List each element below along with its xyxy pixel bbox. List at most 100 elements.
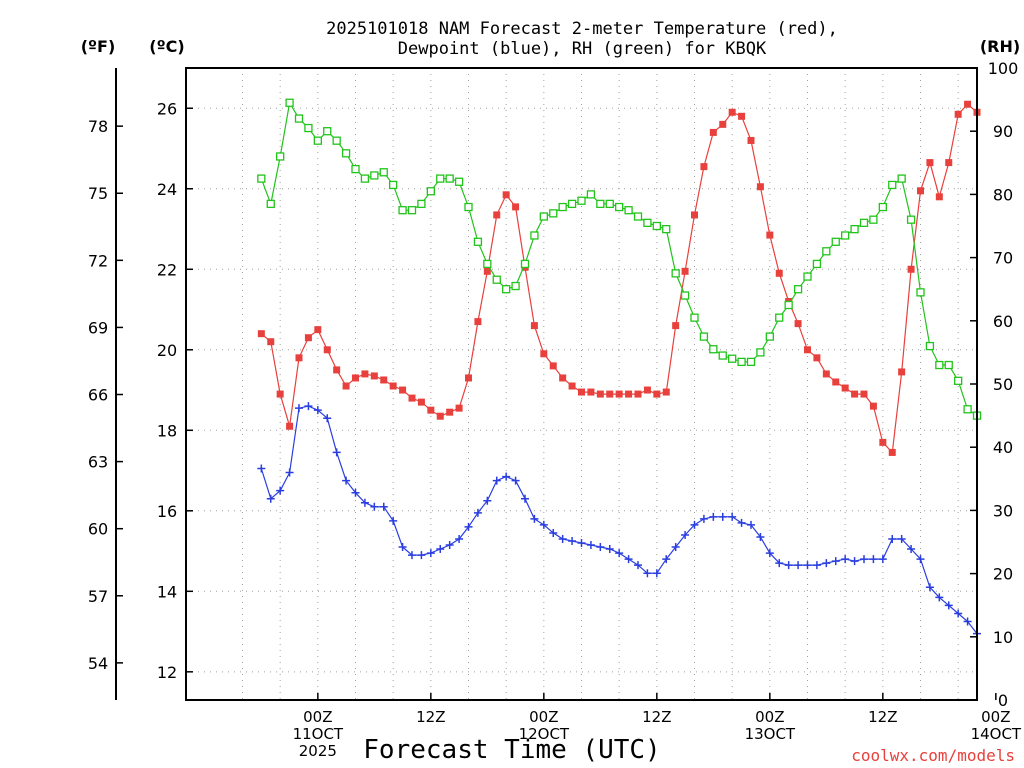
rh-point [473,237,483,246]
rh-point [652,221,661,231]
dewpoint-point [577,539,586,548]
rh-point [822,247,831,256]
celsius-tick-label: 18 [157,421,177,440]
rh-point [671,269,680,278]
dewpoint-point [765,549,774,558]
dewpoint-point [624,555,633,564]
temperature-point [606,390,614,398]
rh-point [831,237,840,246]
temperature-point [926,159,934,167]
temperature-point [540,350,548,358]
rh-point [605,199,614,209]
x-tick-label: 12Z [868,708,897,726]
rh-point [313,136,322,145]
temperature-point [691,211,698,219]
dewpoint-point [822,559,831,568]
dewpoint-point [408,551,416,560]
x-tick-label: 12Z [416,708,445,726]
fahrenheit-tick-label: 57 [88,587,108,606]
dewpoint-point [954,609,963,618]
dewpoint-point [605,545,614,554]
dewpoint-point [728,512,737,521]
temperature-point [267,338,275,346]
rh-point [615,202,624,212]
fahrenheit-tick-label: 66 [88,386,108,405]
temperature-point [709,128,717,136]
celsius-tick-label: 12 [157,663,177,682]
celsius-tick-label: 24 [157,180,177,199]
fahrenheit-tick-label: 63 [88,453,108,472]
temperature-point [427,406,435,414]
rh-point [332,136,341,145]
plot-frame [185,67,978,701]
dewpoint-point [351,488,360,497]
temperature-point [728,108,736,116]
fahrenheit-tick-label: 72 [88,251,108,270]
rh-point [530,231,539,240]
rh-point [784,300,793,310]
rh-point [737,357,746,367]
rh-point [520,259,530,269]
dewpoint-point [916,555,925,564]
temperature-point [314,326,322,334]
fahrenheit-tick-label: 69 [88,318,108,337]
dewpoint-point [568,536,577,545]
axis-labels: 12 14 16 18 20 22 24 26 54 57 60 63 66 69 72 75 78 0 10 20 3… [88,59,1022,760]
rh-point [709,345,718,354]
temperature-point [370,372,378,380]
rh-point [323,127,332,136]
rh-tick-label: 20 [993,565,1013,584]
temperature-point [257,330,265,338]
fahrenheit-unit-label: (ºF) [81,37,116,56]
temperature-point [295,354,303,362]
dewpoint-point [699,514,708,523]
dewpoint-point [747,520,755,529]
rh-point [341,149,351,158]
temperature-point [625,390,633,398]
rh-tick-label: 100 [988,59,1019,78]
dewpoint-point [690,520,699,529]
rh-tick-label: 10 [993,628,1013,647]
dewpoint-point [492,476,501,485]
dewpoint-point [784,561,793,570]
temperature-point [399,386,407,394]
temperature-point [700,163,708,171]
rh-tick-label: 60 [993,312,1013,331]
temperature-point [841,384,849,392]
rh-point [285,98,294,107]
dewpoint-point [398,543,407,552]
rh-point [436,174,445,183]
rh-point [633,212,643,221]
x-tick-label: 13OCT [745,725,796,743]
temperature-point [446,408,454,416]
temperature-point [766,231,774,239]
rh-point [379,168,388,177]
rh-point [718,351,727,360]
temperature-point [672,322,680,330]
rh-point [643,218,652,227]
dewpoint-point [342,476,351,485]
temperature-point [804,346,811,354]
grid-lines [186,68,977,700]
rh-point [680,291,690,300]
dewpoint-point [963,617,972,626]
rh-point [803,272,812,281]
temperature-point [747,136,755,144]
rh-tick-label: 30 [993,501,1013,520]
temperature-point [888,448,896,456]
rh-point [577,196,586,205]
rh-tick-label: 0 [998,691,1008,710]
dewpoint-point [831,557,840,566]
temperature-point [530,322,538,330]
rh-point [276,152,285,161]
temperature-point [634,390,642,398]
rh-point [445,174,454,183]
rh-point [906,215,916,224]
temperature-point [389,382,397,390]
rh-point [567,199,577,209]
dewpoint-point [756,532,765,541]
temperature-point [559,374,567,382]
dewpoint-point [662,555,671,564]
celsius-tick-label: 16 [157,502,177,521]
